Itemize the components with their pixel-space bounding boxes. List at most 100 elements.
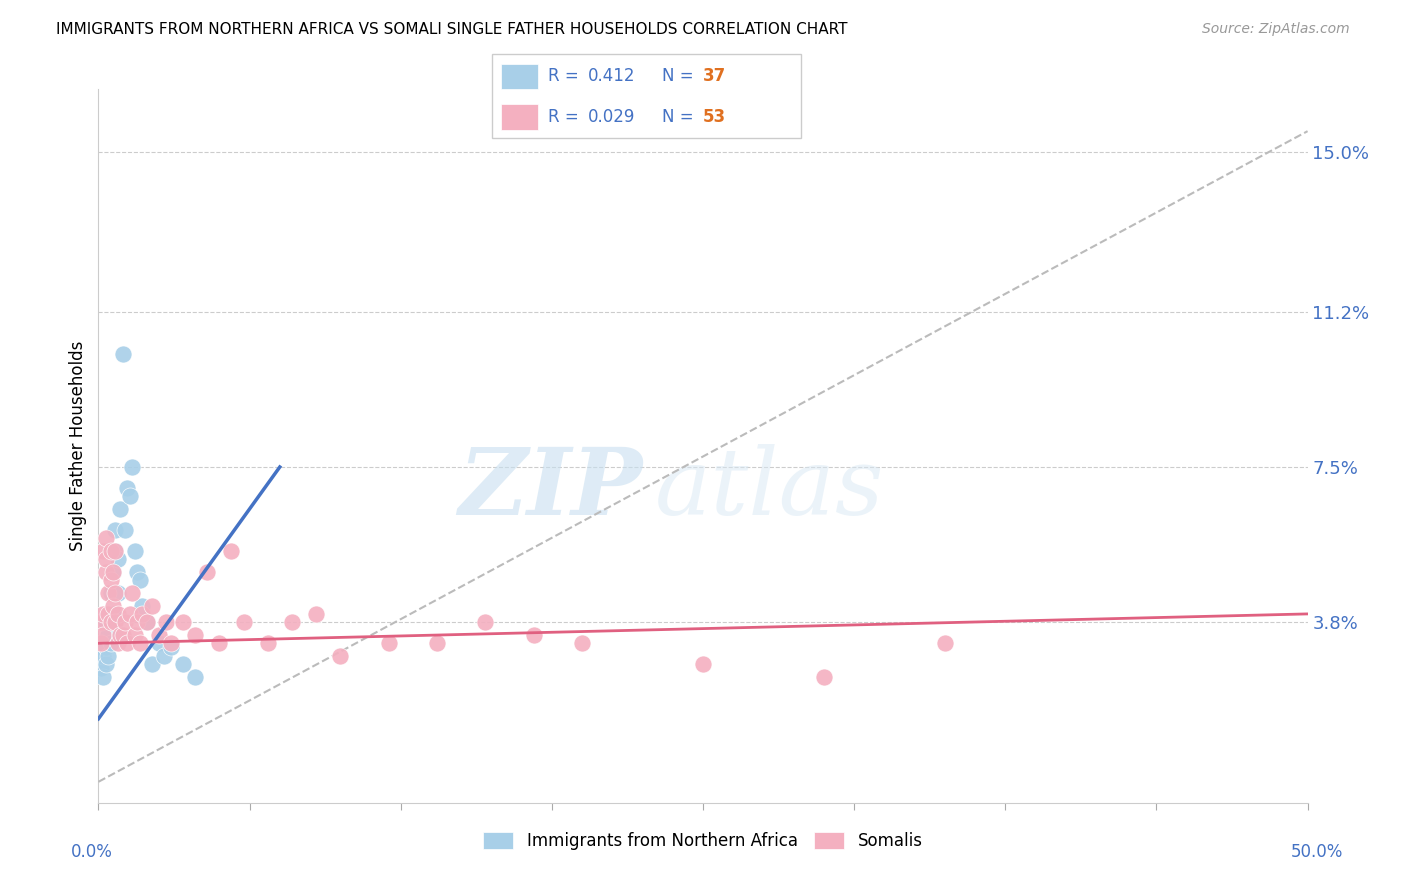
Text: R =: R = <box>548 108 583 126</box>
Point <box>94 657 117 672</box>
Point <box>172 615 194 630</box>
Point <box>692 657 714 672</box>
Point <box>91 607 114 621</box>
Point <box>221 544 243 558</box>
Point <box>97 607 120 621</box>
Point <box>94 640 117 655</box>
Point <box>571 636 593 650</box>
Point <box>377 636 399 650</box>
Point <box>155 615 177 630</box>
Point <box>101 565 124 579</box>
Text: N =: N = <box>662 68 699 86</box>
Text: R =: R = <box>548 68 583 86</box>
Point <box>426 636 449 650</box>
Point <box>101 607 124 621</box>
Text: 0.029: 0.029 <box>588 108 636 126</box>
Text: Source: ZipAtlas.com: Source: ZipAtlas.com <box>1202 22 1350 37</box>
Point <box>90 615 112 630</box>
Point <box>934 636 956 650</box>
Point <box>121 586 143 600</box>
Point <box>100 544 122 558</box>
Point <box>141 599 163 613</box>
Point <box>124 628 146 642</box>
Point <box>100 574 122 588</box>
Point <box>107 607 129 621</box>
Point <box>184 628 207 642</box>
Point <box>91 544 114 558</box>
Point <box>104 544 127 558</box>
Text: 0.412: 0.412 <box>588 68 636 86</box>
Point <box>148 628 170 642</box>
Text: 0.0%: 0.0% <box>70 843 112 861</box>
Point <box>97 586 120 600</box>
Point <box>107 636 129 650</box>
Text: N =: N = <box>662 108 699 126</box>
Bar <box>502 104 538 130</box>
Point <box>128 574 150 588</box>
Point <box>195 565 218 579</box>
Point <box>813 670 835 684</box>
Point <box>135 615 157 630</box>
Point <box>232 615 254 630</box>
Text: 50.0%: 50.0% <box>1291 843 1344 861</box>
Point <box>160 640 183 655</box>
Point <box>118 607 141 621</box>
Point <box>94 552 117 566</box>
Point <box>208 636 231 650</box>
Point <box>104 523 127 537</box>
Point <box>141 657 163 672</box>
Point <box>124 544 146 558</box>
Point <box>107 586 129 600</box>
Point <box>94 532 117 546</box>
Text: 53: 53 <box>703 108 725 126</box>
Point <box>118 489 141 503</box>
Point <box>108 628 131 642</box>
Point <box>91 648 114 663</box>
Point <box>104 544 127 558</box>
Point <box>128 636 150 650</box>
Point <box>91 628 114 642</box>
Point <box>160 636 183 650</box>
Point <box>135 615 157 630</box>
Point <box>148 636 170 650</box>
Point <box>94 565 117 579</box>
Point <box>101 565 124 579</box>
Point <box>111 628 134 642</box>
Point <box>90 636 112 650</box>
Point <box>117 636 139 650</box>
Point <box>114 615 136 630</box>
Point <box>101 599 124 613</box>
Point <box>329 648 352 663</box>
Point <box>91 670 114 684</box>
Point <box>111 346 134 360</box>
Point <box>104 586 127 600</box>
Legend: Immigrants from Northern Africa, Somalis: Immigrants from Northern Africa, Somalis <box>475 824 931 859</box>
Text: atlas: atlas <box>655 444 884 533</box>
Point <box>172 657 194 672</box>
Point <box>100 636 122 650</box>
Point <box>121 460 143 475</box>
Point <box>117 481 139 495</box>
Point <box>152 648 174 663</box>
Text: 37: 37 <box>703 68 725 86</box>
Point <box>100 615 122 630</box>
Point <box>90 648 112 663</box>
Point <box>91 636 114 650</box>
Point <box>100 615 122 630</box>
Text: IMMIGRANTS FROM NORTHERN AFRICA VS SOMALI SINGLE FATHER HOUSEHOLDS CORRELATION C: IMMIGRANTS FROM NORTHERN AFRICA VS SOMAL… <box>56 22 848 37</box>
Point <box>114 523 136 537</box>
Text: ZIP: ZIP <box>458 444 643 533</box>
Point <box>97 607 120 621</box>
Point <box>100 586 122 600</box>
Point <box>127 565 149 579</box>
Point <box>281 615 304 630</box>
Y-axis label: Single Father Households: Single Father Households <box>69 341 87 551</box>
Point <box>108 502 131 516</box>
Point <box>256 636 278 650</box>
Point <box>184 670 207 684</box>
Point <box>305 607 328 621</box>
Point <box>90 661 112 675</box>
Point <box>131 607 153 621</box>
Point <box>523 628 546 642</box>
Point <box>97 628 120 642</box>
